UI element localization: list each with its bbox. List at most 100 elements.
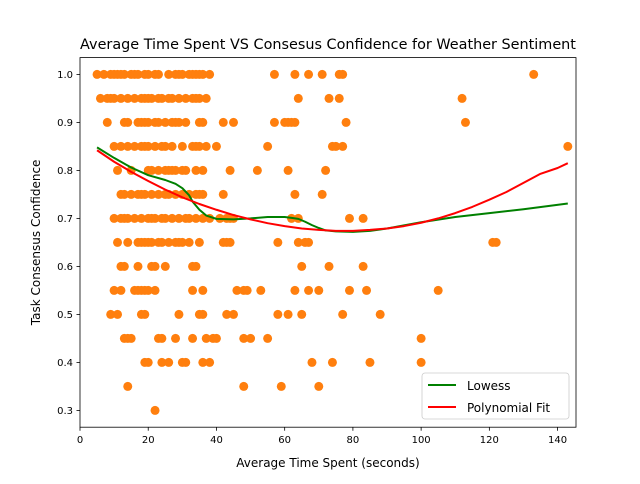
data-point [344, 285, 354, 295]
data-point [246, 333, 256, 343]
data-point [167, 93, 177, 103]
data-point [164, 357, 174, 367]
data-point [188, 333, 198, 343]
data-point [143, 357, 153, 367]
y-axis-ticks: 0.3 0.4 0.5 0.6 0.7 0.8 0.9 1.0 [57, 70, 80, 417]
data-point [314, 381, 324, 391]
data-point [331, 141, 341, 151]
data-point [143, 285, 153, 295]
axes-frame [79, 57, 577, 428]
data-point [314, 285, 324, 295]
data-point [184, 213, 194, 223]
data-point [211, 141, 221, 151]
data-point [181, 93, 191, 103]
data-point [177, 237, 187, 247]
data-point [324, 261, 334, 271]
data-point [126, 189, 136, 199]
data-point [198, 69, 208, 79]
data-point [375, 309, 385, 319]
data-point [95, 93, 105, 103]
data-point [317, 189, 327, 199]
x-tick-label: 80 [347, 435, 360, 446]
data-point [283, 165, 293, 175]
data-point [130, 93, 140, 103]
data-point [362, 285, 372, 295]
data-point [147, 237, 157, 247]
data-point [109, 213, 119, 223]
data-point [239, 381, 249, 391]
data-point [198, 117, 208, 127]
data-point [218, 117, 228, 127]
data-point [150, 141, 160, 151]
x-tick-label: 40 [210, 435, 223, 446]
data-point [160, 117, 170, 127]
data-point [491, 237, 501, 247]
legend-label-lowess: Lowess [467, 379, 511, 393]
y-tick-label: 0.9 [57, 118, 73, 129]
data-point [153, 117, 163, 127]
data-point [194, 93, 204, 103]
data-point [225, 237, 235, 247]
data-point [181, 117, 191, 127]
y-tick-label: 0.5 [57, 310, 73, 321]
data-point [102, 117, 112, 127]
x-tick-label: 100 [412, 435, 431, 446]
y-tick-label: 1.0 [57, 70, 73, 81]
y-tick-label: 0.8 [57, 166, 73, 177]
data-point [116, 141, 126, 151]
data-point [174, 93, 184, 103]
data-point [160, 141, 170, 151]
data-point [92, 69, 102, 79]
data-point [164, 237, 174, 247]
data-point [119, 189, 129, 199]
data-point [293, 93, 303, 103]
data-point [184, 237, 194, 247]
data-point [167, 141, 177, 151]
data-point [126, 333, 136, 343]
data-point [229, 117, 239, 127]
data-point [276, 381, 286, 391]
data-point [157, 357, 167, 367]
y-axis-label: Task Consensus Confidence [29, 160, 43, 327]
data-point [334, 93, 344, 103]
data-point [239, 333, 249, 343]
data-point [317, 69, 327, 79]
x-tick-label: 140 [548, 435, 567, 446]
data-point [123, 141, 133, 151]
data-point [153, 189, 163, 199]
data-point [273, 309, 283, 319]
data-point [143, 141, 153, 151]
data-point [198, 165, 208, 175]
data-point [133, 69, 143, 79]
data-point [116, 285, 126, 295]
data-point [338, 69, 348, 79]
data-point [198, 309, 208, 319]
data-point [109, 285, 119, 295]
data-point [205, 69, 215, 79]
data-point [194, 141, 204, 151]
data-point [563, 141, 573, 151]
data-point [147, 165, 157, 175]
data-point [171, 165, 181, 175]
data-point [293, 237, 303, 247]
y-tick-label: 0.3 [57, 406, 73, 417]
data-point [157, 333, 167, 343]
data-point [232, 285, 242, 295]
data-point [269, 117, 279, 127]
x-axis-label: Average Time Spent (seconds) [236, 456, 419, 470]
data-point [229, 309, 239, 319]
data-point [191, 165, 201, 175]
data-point [242, 285, 252, 295]
data-point [119, 261, 129, 271]
data-point [140, 189, 150, 199]
data-point [269, 69, 279, 79]
data-point [358, 213, 368, 223]
data-point [290, 285, 300, 295]
x-axis-ticks: 0 20 40 60 80 100 120 140 [77, 427, 567, 446]
data-point [304, 237, 314, 247]
data-point [290, 189, 300, 199]
data-point [218, 189, 228, 199]
data-point [201, 93, 211, 103]
fit-lines [96, 146, 569, 233]
